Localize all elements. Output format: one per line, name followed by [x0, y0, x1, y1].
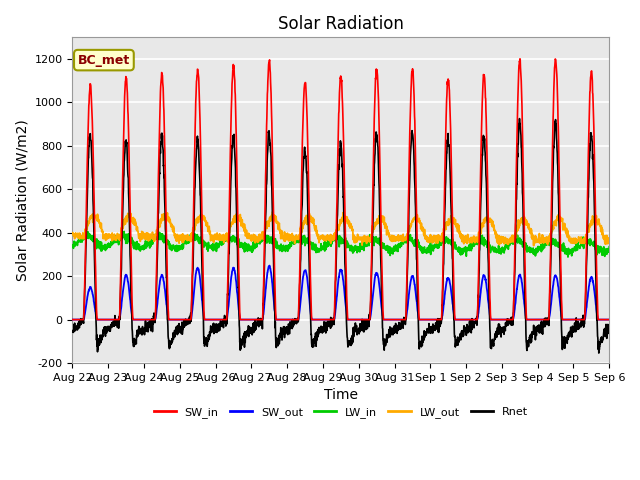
Y-axis label: Solar Radiation (W/m2): Solar Radiation (W/m2): [15, 120, 29, 281]
Text: BC_met: BC_met: [78, 54, 130, 67]
Title: Solar Radiation: Solar Radiation: [278, 15, 404, 33]
Legend: SW_in, SW_out, LW_in, LW_out, Rnet: SW_in, SW_out, LW_in, LW_out, Rnet: [149, 403, 532, 422]
X-axis label: Time: Time: [324, 388, 358, 402]
